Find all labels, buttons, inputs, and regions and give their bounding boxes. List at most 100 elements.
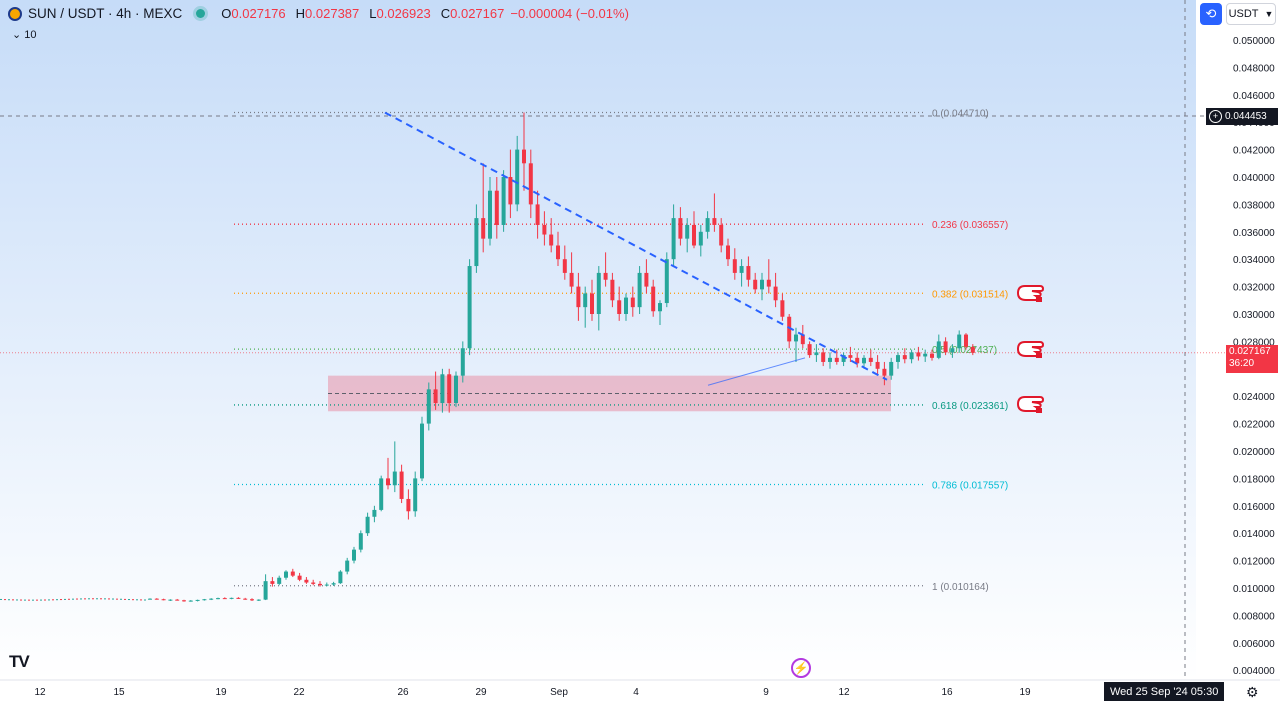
indicators-toggle[interactable]: ⌄ 10 — [12, 28, 37, 41]
candle-body[interactable] — [896, 355, 900, 362]
candle-body[interactable] — [692, 224, 696, 246]
candle-body[interactable] — [658, 303, 662, 312]
candle-body[interactable] — [841, 355, 846, 362]
candle-body[interactable] — [848, 355, 853, 358]
candle-body[interactable] — [698, 231, 703, 246]
candle-body[interactable] — [515, 149, 520, 205]
candle-body[interactable] — [909, 352, 914, 360]
currency-select[interactable]: USDT ▼ — [1226, 3, 1276, 25]
candle-body[interactable] — [773, 286, 778, 301]
candle-body[interactable] — [746, 266, 751, 280]
candle-body[interactable] — [882, 368, 887, 376]
candle-body[interactable] — [379, 478, 384, 510]
candle-body[interactable] — [508, 177, 513, 205]
candle-body[interactable] — [433, 389, 438, 404]
candle-body[interactable] — [202, 599, 207, 601]
candle-body[interactable] — [345, 560, 350, 572]
ascending-support-line[interactable] — [707, 357, 806, 386]
candle-body[interactable] — [542, 224, 547, 235]
candle-body[interactable] — [814, 352, 819, 356]
candle-body[interactable] — [454, 375, 458, 404]
candle-body[interactable] — [440, 374, 445, 404]
candle-body[interactable] — [426, 389, 431, 424]
candle-body[interactable] — [481, 218, 486, 239]
candle-body[interactable] — [324, 584, 329, 586]
candle-body[interactable] — [562, 259, 567, 273]
candle-body[interactable] — [148, 598, 152, 600]
candle-body[interactable] — [732, 259, 737, 273]
candle-body[interactable] — [297, 575, 302, 580]
candle-body[interactable] — [970, 346, 975, 353]
candle-body[interactable] — [712, 218, 717, 225]
candle-body[interactable] — [556, 245, 560, 260]
candle-body[interactable] — [549, 234, 554, 246]
candle-body[interactable] — [671, 218, 676, 260]
candle-body[interactable] — [522, 149, 526, 164]
candle-body[interactable] — [651, 286, 656, 312]
candle-body[interactable] — [637, 272, 642, 308]
candle-body[interactable] — [474, 218, 479, 267]
candle-body[interactable] — [154, 598, 159, 600]
candle-body[interactable] — [862, 357, 866, 364]
candle-body[interactable] — [447, 374, 452, 404]
candle-body[interactable] — [923, 353, 928, 357]
candle-body[interactable] — [243, 598, 248, 600]
lightning-icon[interactable]: ⚡ — [791, 658, 811, 678]
candle-body[interactable] — [318, 583, 322, 586]
cycle-icon[interactable]: ⟲ — [1200, 3, 1222, 25]
candle-body[interactable] — [678, 218, 683, 239]
candle-body[interactable] — [617, 300, 622, 314]
candle-body[interactable] — [338, 571, 343, 584]
candle-body[interactable] — [868, 357, 873, 362]
candle-body[interactable] — [195, 599, 200, 601]
candle-body[interactable] — [175, 599, 180, 601]
descending-trendline[interactable] — [384, 111, 888, 381]
candle-body[interactable] — [821, 352, 826, 362]
candle-body[interactable] — [902, 355, 907, 360]
candle-body[interactable] — [889, 361, 894, 376]
candle-body[interactable] — [719, 224, 724, 246]
candle-body[interactable] — [964, 334, 968, 347]
candle-body[interactable] — [399, 471, 404, 499]
candle-body[interactable] — [311, 582, 316, 584]
candle-body[interactable] — [644, 272, 649, 287]
candle-body[interactable] — [780, 300, 785, 317]
candle-body[interactable] — [800, 334, 805, 345]
candle-body[interactable] — [372, 509, 377, 517]
candle-body[interactable] — [188, 600, 193, 602]
candle-body[interactable] — [413, 478, 418, 512]
candle-body[interactable] — [630, 297, 635, 308]
candle-body[interactable] — [365, 516, 370, 534]
candle-body[interactable] — [726, 245, 730, 260]
tradingview-logo-icon[interactable]: TV — [9, 652, 30, 671]
candle-body[interactable] — [256, 599, 261, 601]
candle-body[interactable] — [263, 581, 268, 600]
candle-body[interactable] — [277, 577, 282, 584]
candle-body[interactable] — [596, 272, 601, 314]
candle-body[interactable] — [161, 599, 166, 601]
candle-body[interactable] — [182, 600, 186, 602]
candle-body[interactable] — [828, 357, 832, 362]
candle-body[interactable] — [957, 334, 962, 349]
candle-body[interactable] — [950, 348, 955, 353]
candle-body[interactable] — [392, 471, 397, 486]
candle-body[interactable] — [460, 348, 465, 376]
symbol-title[interactable]: SUN / USDT · 4h · MEXC — [28, 6, 183, 21]
candle-body[interactable] — [936, 341, 941, 358]
candle-body[interactable] — [569, 272, 574, 287]
candle-body[interactable] — [603, 272, 608, 280]
candle-body[interactable] — [229, 597, 234, 599]
gear-icon[interactable]: ⚙ — [1246, 684, 1259, 700]
candle-body[interactable] — [855, 357, 860, 364]
candle-body[interactable] — [834, 357, 839, 362]
candle-body[interactable] — [930, 353, 934, 358]
candle-body[interactable] — [209, 598, 214, 600]
candle-body[interactable] — [250, 599, 254, 601]
candle-body[interactable] — [168, 599, 173, 601]
candle-body[interactable] — [420, 423, 424, 479]
add-alert-icon[interactable]: + — [1209, 110, 1222, 123]
candle-body[interactable] — [222, 598, 227, 600]
candle-body[interactable] — [590, 293, 594, 314]
candle-body[interactable] — [494, 190, 499, 225]
